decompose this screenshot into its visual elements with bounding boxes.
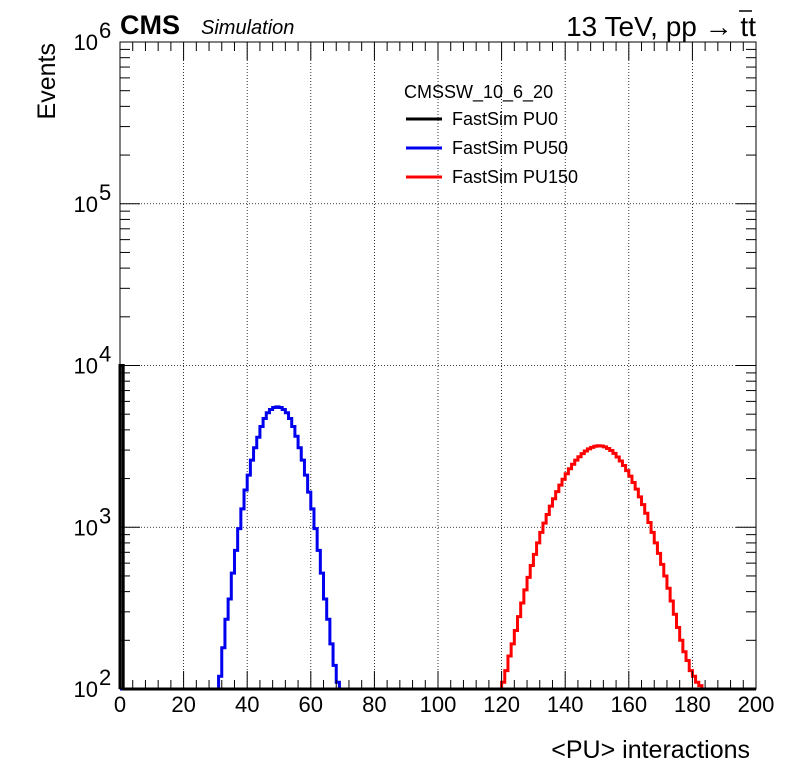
simulation-label: Simulation (201, 17, 294, 39)
legend-label: FastSim PU0 (452, 109, 558, 129)
grid-lines (119, 42, 757, 689)
x-tick-label: 120 (483, 692, 520, 717)
energy-process-prefix: 13 TeV, pp → t (566, 11, 748, 42)
x-tick-label: 160 (610, 692, 647, 717)
x-tick-label: 0 (114, 692, 126, 717)
x-tick-label: 20 (171, 692, 195, 717)
x-tick-label: 100 (420, 692, 457, 717)
axis-ticks (119, 41, 757, 690)
x-tick-label: 60 (299, 692, 323, 717)
legend-header: CMSSW_10_6_20 (404, 82, 553, 103)
legend-label: FastSim PU150 (452, 167, 578, 187)
y-tick-exponent: 3 (99, 503, 111, 528)
legend-entries: FastSim PU0 FastSim PU50 FastSim PU150 (406, 109, 578, 187)
x-tick-label: 140 (547, 692, 584, 717)
y-tick-exponent: 6 (99, 18, 111, 43)
energy-process-suffix: t (748, 11, 756, 42)
y-tick-exponent: 2 (99, 665, 111, 690)
y-tick-label: 10 (74, 30, 98, 55)
histogram-fastsim-pu50 (120, 405, 756, 691)
legend-label: FastSim PU50 (452, 138, 568, 158)
y-tick-label: 10 (74, 354, 98, 379)
y-axis-label: Events (33, 43, 61, 119)
y-tick-exponent: 5 (99, 180, 111, 205)
y-tick-label: 10 (74, 515, 98, 540)
x-tick-label: 40 (235, 692, 259, 717)
x-tick-label: 200 (738, 692, 775, 717)
x-tick-label: 80 (362, 692, 386, 717)
cms-label: CMS (120, 10, 180, 40)
x-tick-label: 180 (674, 692, 711, 717)
energy-process-label: 13 TeV, pp → tt (566, 11, 756, 42)
x-axis-label: <PU> interactions (551, 736, 750, 764)
y-tick-label: 10 (74, 677, 98, 702)
y-tick-exponent: 4 (99, 342, 111, 367)
histogram-fastsim-pu150 (120, 444, 756, 691)
y-tick-label: 10 (74, 192, 98, 217)
